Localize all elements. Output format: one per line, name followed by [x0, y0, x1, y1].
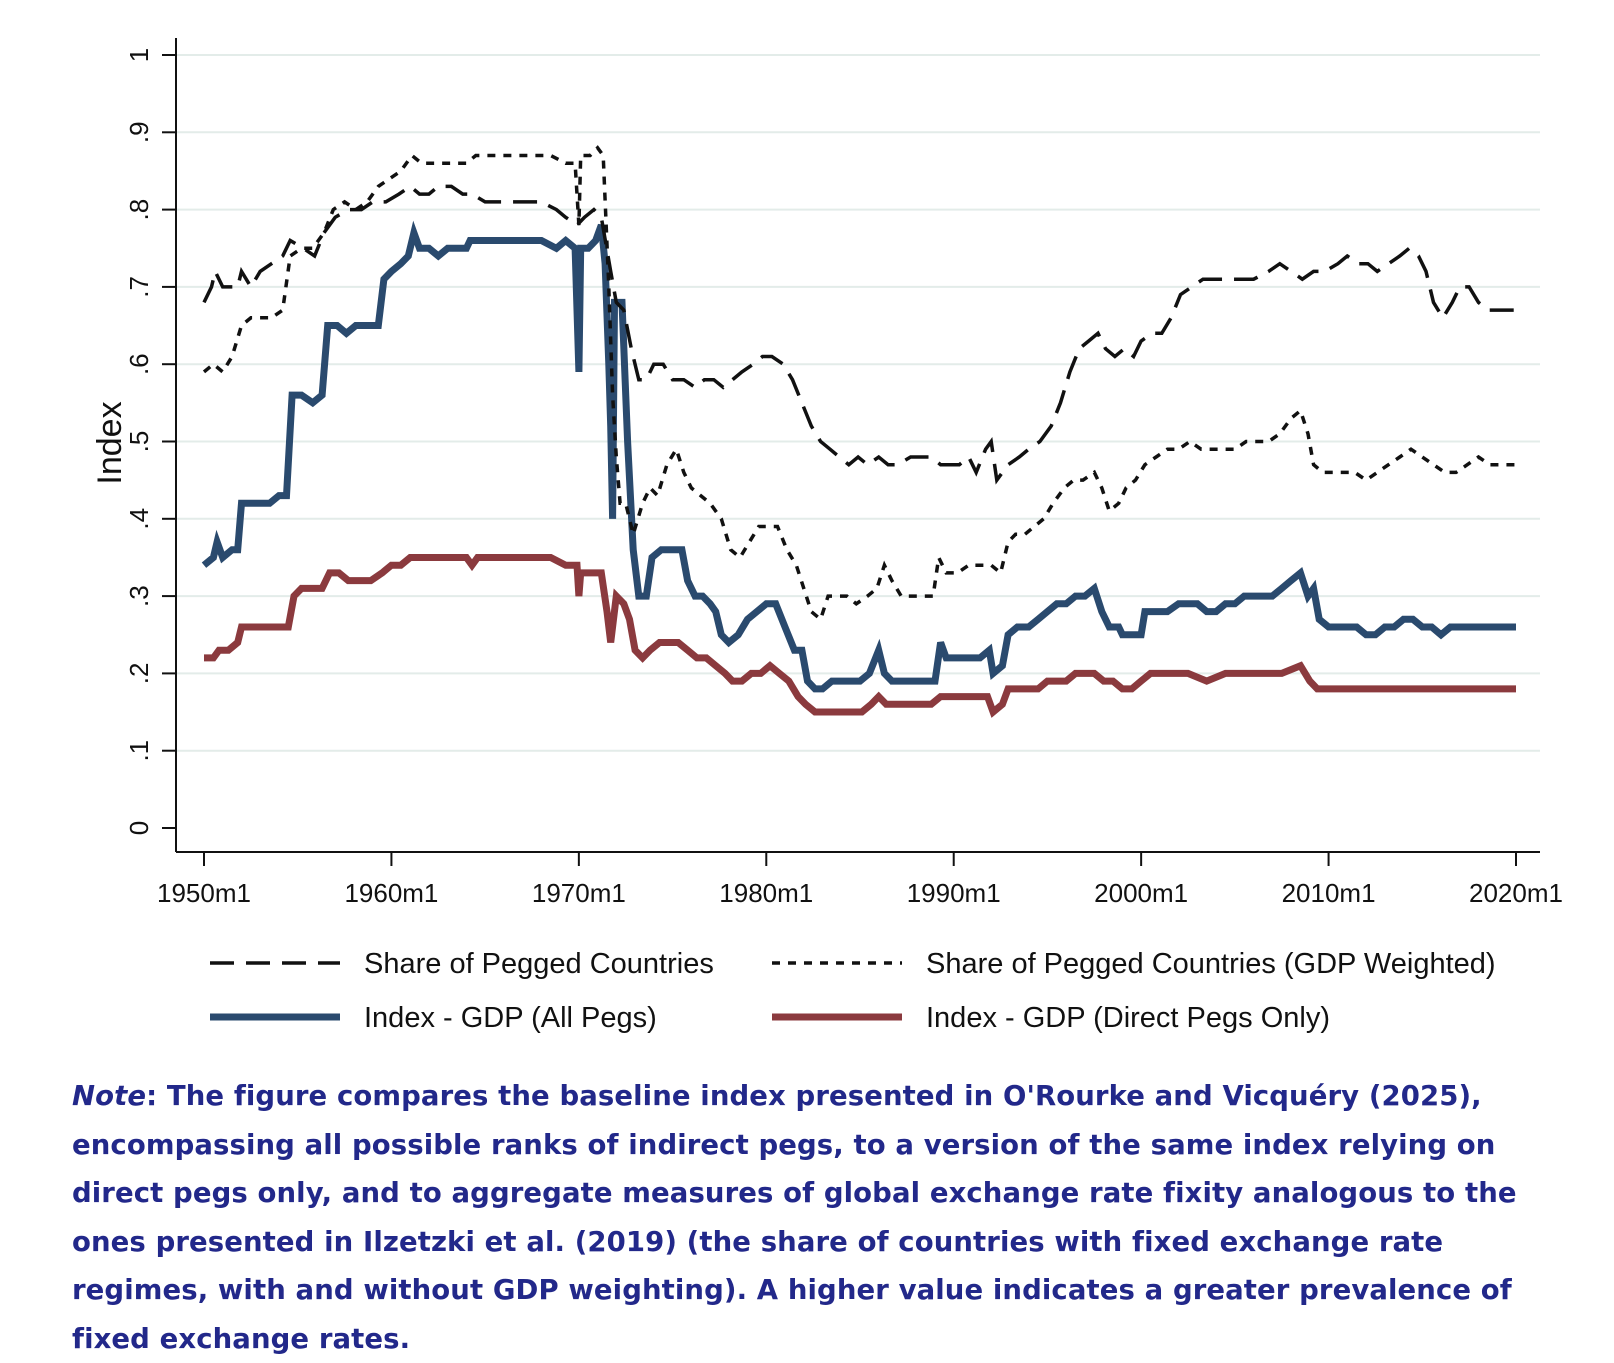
x-tick-label: 1950m1 [157, 878, 251, 908]
y-tick-label: .9 [124, 121, 154, 143]
x-tick-label: 2000m1 [1094, 878, 1188, 908]
series-line-4 [204, 554, 1516, 718]
x-tick-label: 1960m1 [344, 878, 438, 908]
x-tick-label: 2010m1 [1282, 878, 1376, 908]
legend-label: Share of Pegged Countries (GDP Weighted) [926, 948, 1496, 980]
y-tick-label: 1 [124, 48, 154, 62]
y-axis: 0 .1 .2 .3 .4 .5 .6 .7 .8 .9 1 [124, 38, 177, 852]
y-tick-label: .5 [124, 431, 154, 453]
legend-label: Index - GDP (Direct Pegs Only) [926, 1002, 1330, 1034]
series-line-2 [202, 145, 1516, 623]
note-lead: Note [72, 1080, 147, 1112]
legend: Share of Pegged Countries Share of Pegged… [210, 948, 1496, 1034]
series-layer [201, 145, 1516, 718]
x-tick-label: 1970m1 [532, 878, 626, 908]
x-tick-label: 1990m1 [907, 878, 1001, 908]
y-axis-title: Index [91, 401, 129, 484]
legend-label: Share of Pegged Countries [364, 948, 714, 980]
gridlines [176, 54, 1540, 752]
series-line-1 [202, 184, 1516, 485]
y-tick-label: .7 [124, 276, 154, 298]
y-tick-label: .2 [124, 663, 154, 685]
note-text: : The figure compares the baseline index… [72, 1080, 1517, 1355]
y-tick-label: .1 [124, 740, 154, 762]
y-tick-label: .4 [124, 508, 154, 530]
legend-label: Index - GDP (All Pegs) [364, 1002, 657, 1034]
x-tick-label: 2020m1 [1469, 878, 1563, 908]
chart: 0.1.2.3.4.5.6.7.8.91 1950m1 1960m1 1970m1 1… [91, 38, 1563, 1034]
figure-note: Note: The figure compares the baseline i… [72, 1072, 1582, 1363]
series-line-3 [201, 220, 1516, 693]
x-tick-label: 1980m1 [719, 878, 813, 908]
y-tick-label: .8 [124, 199, 154, 221]
y-tick-label: .6 [124, 353, 154, 375]
y-tick-label: 0 [124, 821, 154, 835]
x-axis: 1950m1 1960m1 1970m1 1980m1 1990m1 2000m1 2010… [157, 851, 1563, 908]
y-tick-label: .3 [124, 585, 154, 607]
